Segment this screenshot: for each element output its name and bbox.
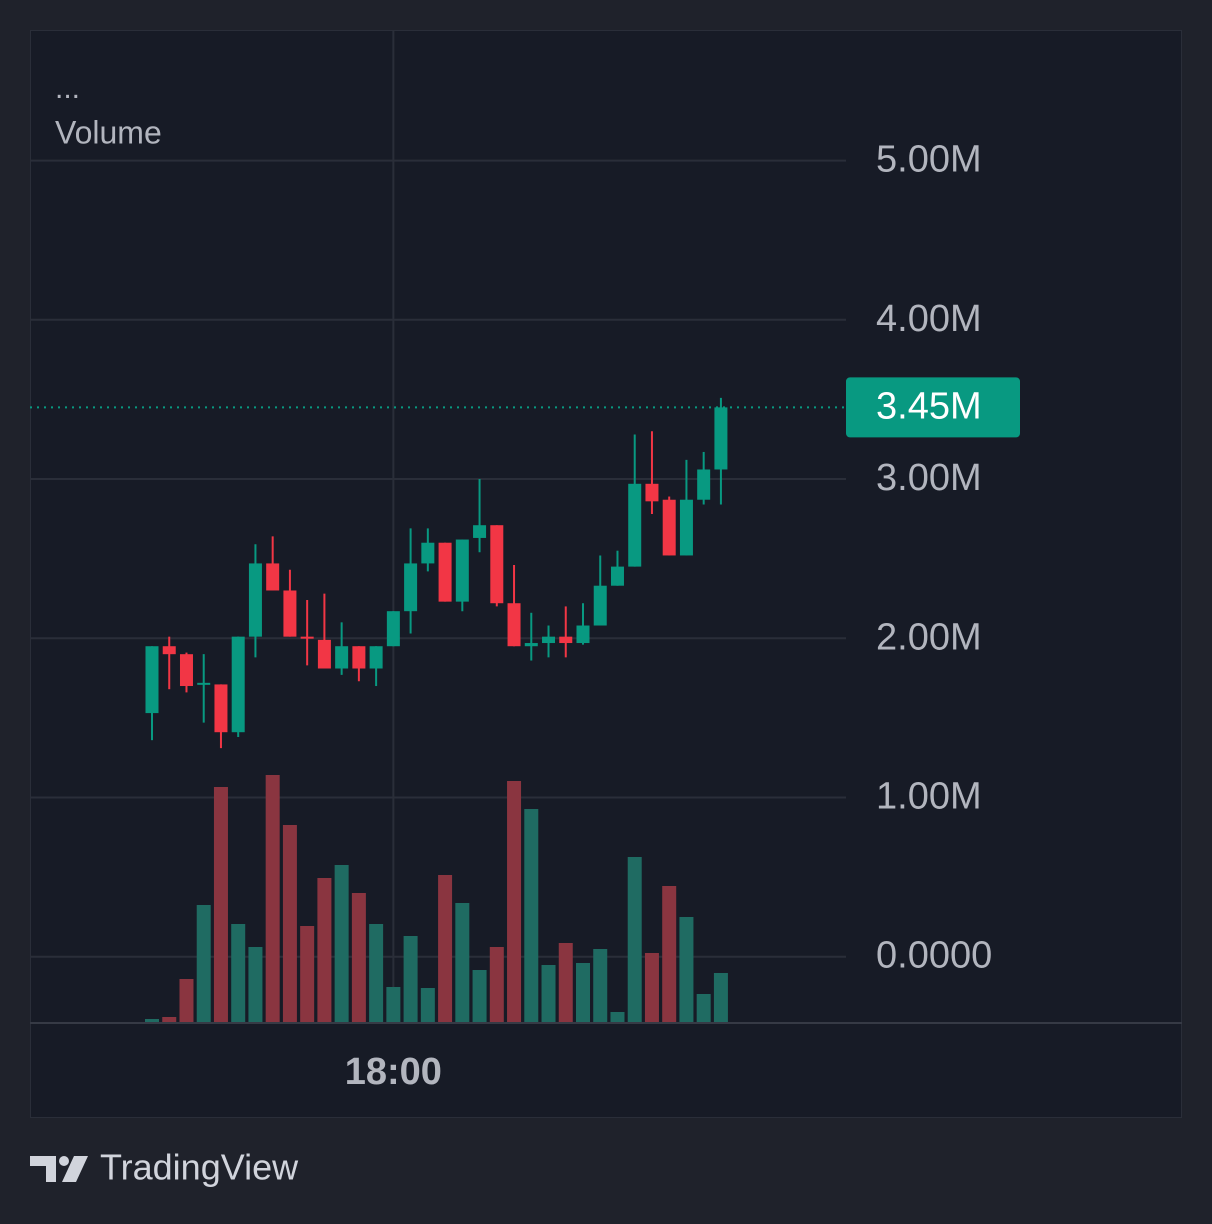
volume-bar: [300, 926, 315, 1022]
candle-body: [610, 566, 624, 586]
candle-body: [386, 611, 400, 647]
candle-body: [438, 542, 452, 602]
volume-bar: [713, 973, 728, 1022]
volume-bar: [231, 924, 246, 1022]
candle-body: [214, 684, 228, 733]
volume-bar: [369, 924, 384, 1022]
volume-bar: [438, 875, 453, 1022]
logo-shape: [30, 1156, 56, 1182]
y-tick-label: 5.00M: [876, 139, 982, 181]
candle-body: [248, 563, 262, 637]
volume-bar: [662, 886, 677, 1022]
candle-body: [162, 646, 176, 655]
volume-bar: [610, 1012, 625, 1022]
volume-bar: [403, 936, 418, 1022]
volume-bar: [593, 949, 608, 1022]
volume-bar: [679, 917, 694, 1022]
volume-bar: [507, 781, 522, 1022]
volume-bar: [317, 878, 332, 1022]
logo-shape: [62, 1156, 88, 1182]
candle-body: [179, 654, 193, 687]
last-price-label: 3.45M: [876, 385, 982, 427]
candle-body: [576, 625, 590, 644]
volume-bar: [179, 979, 194, 1022]
y-tick-label: 4.00M: [876, 298, 982, 340]
candle-body: [490, 525, 504, 604]
volume-bar: [472, 970, 487, 1022]
volume-bar: [162, 1017, 177, 1022]
volume-bar: [334, 865, 349, 1022]
candle-body: [197, 682, 211, 685]
volume-bar: [576, 963, 590, 1022]
candle-body: [317, 639, 331, 669]
y-tick-label: 3.00M: [876, 457, 982, 499]
candle-body: [283, 590, 297, 637]
candle-body: [404, 563, 418, 612]
candle-body: [455, 539, 469, 602]
candle-body: [266, 563, 280, 591]
volume-bar: [524, 809, 539, 1022]
brand-name: TradingView: [100, 1147, 299, 1188]
candle-body: [559, 636, 573, 644]
y-tick-label: 0.0000: [876, 935, 992, 977]
volume-bar: [145, 1019, 159, 1022]
volume-bar: [489, 947, 504, 1022]
candle-body: [542, 636, 556, 644]
y-tick-label: 1.00M: [876, 776, 982, 818]
x-tick-label: 18:00: [345, 1051, 442, 1093]
logo-dot: [59, 1156, 69, 1166]
candle-body: [714, 407, 728, 470]
candle-body: [507, 603, 521, 647]
indicator-label: Volume: [55, 114, 162, 150]
indicator-menu[interactable]: ...: [55, 72, 80, 105]
candle-body: [697, 469, 711, 500]
volume-bar: [213, 787, 228, 1022]
volume-bar: [196, 905, 211, 1022]
candle-body: [628, 483, 642, 567]
volume-bar: [265, 775, 280, 1022]
candle-body: [335, 646, 349, 669]
volume-bar: [541, 965, 556, 1022]
candle-body: [369, 646, 383, 669]
y-tick-label: 2.00M: [876, 616, 982, 658]
volume-bar: [386, 987, 401, 1022]
candle-body: [593, 585, 607, 626]
candle-body: [231, 636, 245, 733]
candle-body: [662, 499, 676, 556]
volume-bar: [282, 825, 297, 1022]
volume-bar: [696, 994, 711, 1022]
volume-bar: [351, 893, 366, 1022]
volume-bar: [627, 857, 642, 1022]
volume-bar: [455, 903, 470, 1022]
volume-bar: [558, 943, 573, 1022]
candle-body: [300, 636, 314, 639]
candle-body: [473, 525, 487, 538]
volume-bar: [420, 988, 435, 1022]
candle-body: [679, 499, 693, 556]
candle-body: [421, 542, 435, 564]
brand-logo[interactable]: TradingView: [30, 1147, 299, 1188]
candle-body: [145, 646, 159, 714]
candle-body: [352, 646, 366, 669]
volume-bar: [644, 953, 659, 1022]
candle-body: [524, 643, 538, 647]
volume-bar: [248, 947, 263, 1022]
last-price-badge: [846, 377, 1020, 438]
candle-body: [645, 483, 659, 502]
